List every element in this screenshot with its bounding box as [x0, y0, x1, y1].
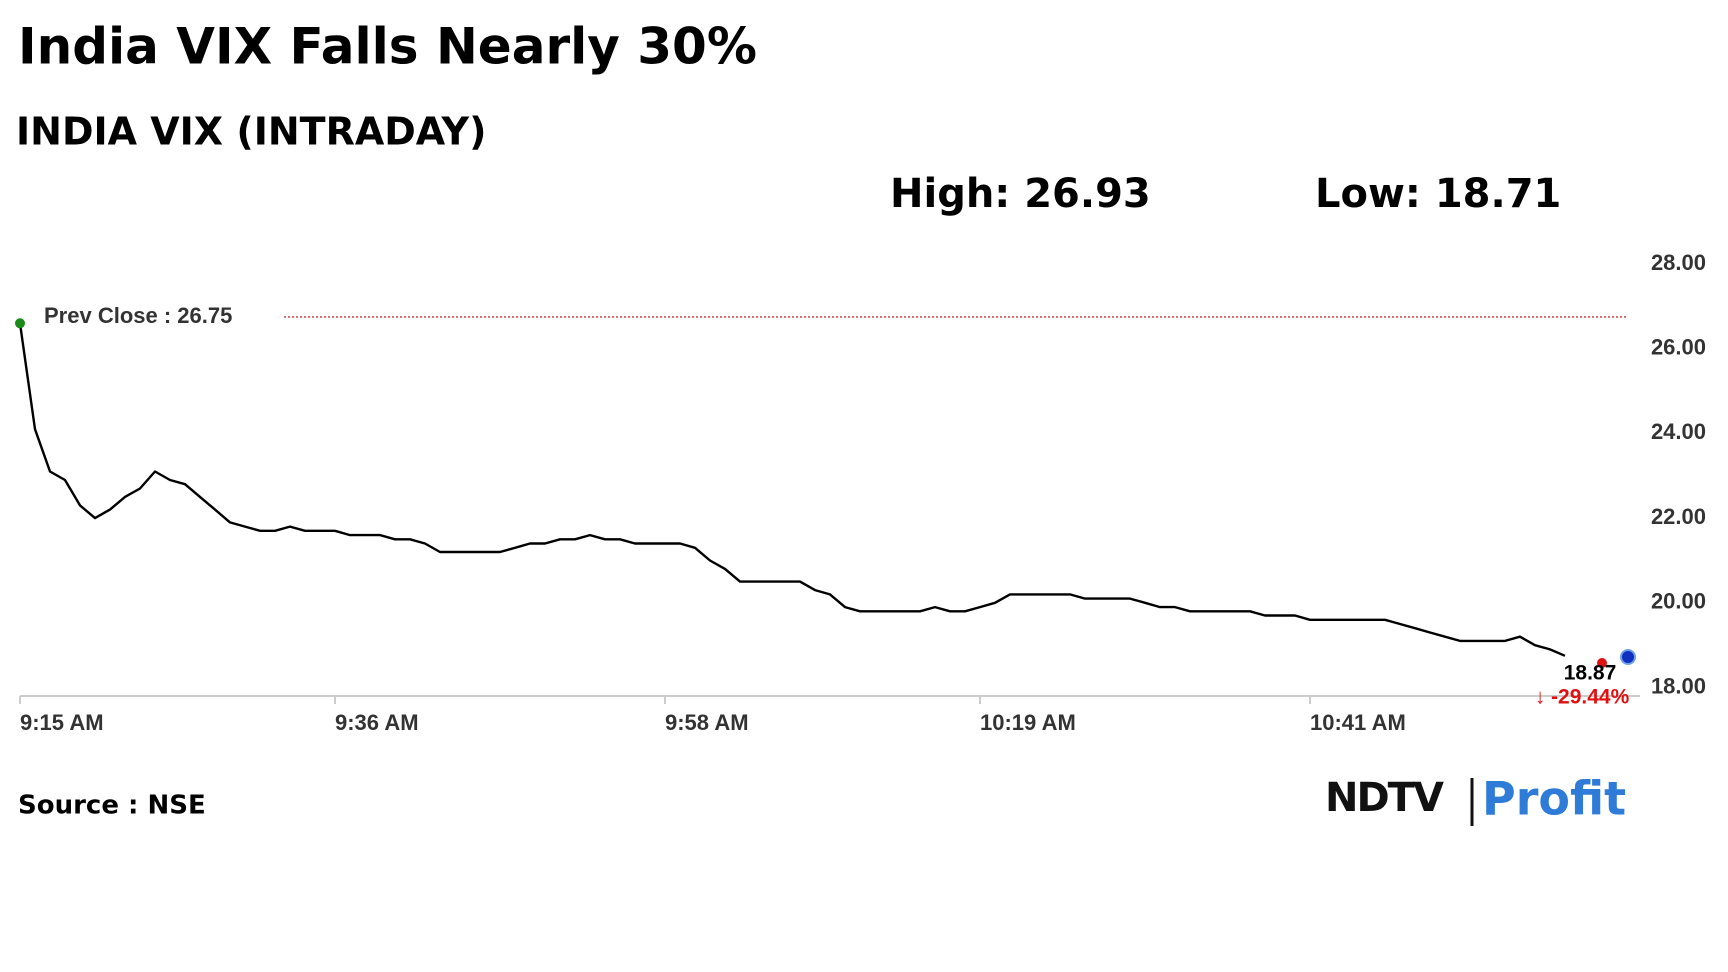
brand-ndtv: NDTV	[1325, 775, 1444, 821]
y-tick-label: 28.00	[1651, 250, 1706, 275]
reference-label: Prev Close : 26.75	[44, 303, 232, 328]
y-tick-label: 18.00	[1651, 673, 1706, 698]
y-tick-label: 22.00	[1651, 504, 1706, 529]
start-dot	[15, 318, 25, 329]
chart-title: India VIX Falls Nearly 30%	[18, 18, 757, 76]
change-label: ↓ -29.44%	[1535, 686, 1630, 709]
brand-profit: Profit	[1482, 772, 1626, 826]
y-tick-label: 20.00	[1651, 589, 1706, 614]
low-stat: Low: 18.71	[1315, 171, 1561, 217]
x-tick-label: 9:36 AM	[335, 710, 419, 735]
y-tick-label: 24.00	[1651, 419, 1706, 444]
last-dot-red	[1597, 658, 1607, 668]
chart-subtitle: INDIA VIX (INTRADAY)	[16, 110, 486, 154]
last-value-label: 18.87	[1564, 662, 1617, 685]
x-tick-label: 10:19 AM	[980, 710, 1076, 735]
source: Source : NSE	[18, 791, 206, 821]
x-tick-label: 9:15 AM	[20, 710, 104, 735]
x-tick-label: 9:58 AM	[665, 710, 749, 735]
x-tick-label: 10:41 AM	[1310, 710, 1406, 735]
y-tick-label: 26.00	[1651, 335, 1706, 360]
high-stat: High: 26.93	[890, 171, 1151, 217]
last-dot-blue	[1620, 649, 1636, 665]
series-line	[18, 323, 1566, 657]
